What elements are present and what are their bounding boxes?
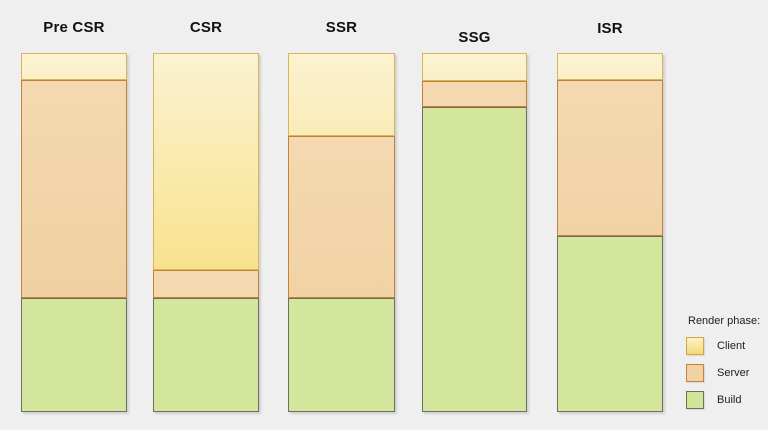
legend-label-client: Client (717, 340, 746, 352)
pre-csr-segment-build (21, 298, 127, 412)
legend-title: Render phase: (688, 315, 761, 327)
stacked-bar-ssg (422, 53, 527, 412)
client-swatch-icon (686, 337, 704, 355)
column-ssg: SSG (422, 0, 527, 430)
legend-item-build: Build (686, 391, 766, 409)
ssg-segment-server (422, 81, 527, 107)
legend-item-client: Client (686, 337, 766, 355)
pre-csr-segment-client (21, 53, 127, 80)
column-pre-csr: Pre CSR (21, 0, 127, 430)
stacked-bar-ssr (288, 53, 395, 412)
stacked-bar-isr (557, 53, 663, 412)
column-title-csr: CSR (189, 19, 223, 36)
csr-segment-build (153, 298, 259, 412)
ssr-segment-client (288, 53, 395, 136)
column-ssr: SSR (288, 0, 395, 430)
ssr-segment-server (288, 136, 395, 298)
legend: Render phase: Client Server Build (686, 314, 766, 409)
stacked-bar-csr (153, 53, 259, 412)
build-swatch-icon (686, 391, 704, 409)
server-swatch-icon (686, 364, 704, 382)
ssr-segment-build (288, 298, 395, 412)
isr-segment-server (557, 80, 663, 236)
isr-segment-build (557, 236, 663, 412)
legend-label-build: Build (717, 394, 742, 406)
column-title-isr: ISR (597, 20, 623, 37)
column-title-ssg: SSG (458, 29, 491, 46)
column-title-pre-csr: Pre CSR (43, 19, 105, 36)
csr-segment-server (153, 270, 259, 298)
legend-label-server: Server (717, 367, 750, 379)
legend-item-server: Server (686, 364, 766, 382)
isr-segment-client (557, 53, 663, 80)
ssg-segment-client (422, 53, 527, 81)
csr-segment-client (153, 53, 259, 270)
ssg-segment-build (422, 107, 527, 412)
column-title-ssr: SSR (325, 19, 358, 36)
pre-csr-segment-server (21, 80, 127, 298)
column-isr: ISR (557, 0, 663, 430)
column-csr: CSR (153, 0, 259, 430)
stacked-bar-pre-csr (21, 53, 127, 412)
